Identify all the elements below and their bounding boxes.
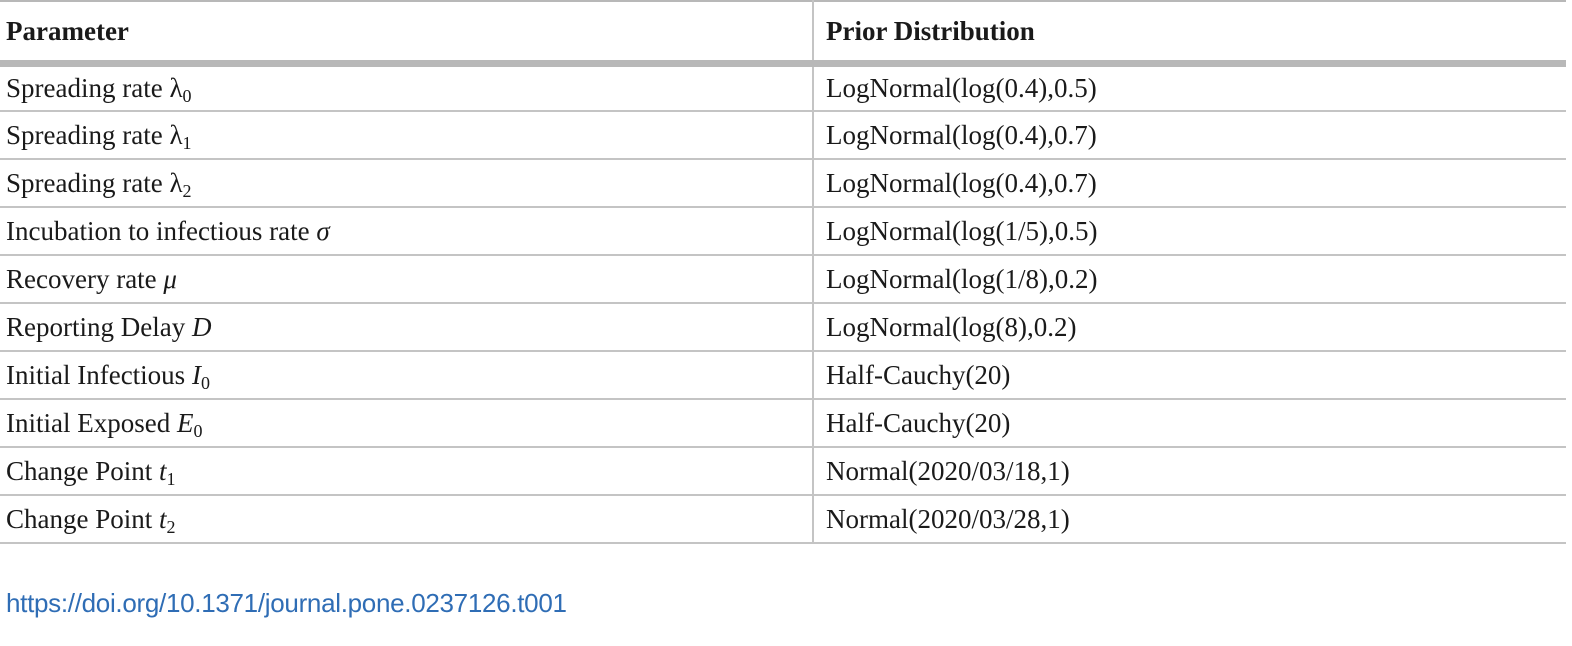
parameter-symbol: λ [169, 167, 183, 198]
parameter-cell: Initial Exposed E0 [0, 399, 813, 447]
table-row: Reporting Delay D LogNormal(log(8),0.2) [0, 303, 1566, 351]
parameter-symbol: I [191, 359, 201, 390]
header-prior-distribution: Prior Distribution [812, 1, 1566, 67]
table-row: Change Point t1 Normal(2020/03/18,1) [0, 447, 1566, 495]
parameter-subscript: 2 [182, 180, 192, 201]
parameter-subscript: 0 [182, 85, 192, 106]
parameter-label: Incubation to infectious rate [6, 215, 317, 246]
parameter-cell: Incubation to infectious rate σ [0, 207, 813, 255]
parameter-cell: Change Point t1 [0, 447, 813, 495]
table-row: Initial Infectious I0 Half-Cauchy(20) [0, 351, 1566, 399]
table-row: Initial Exposed E0 Half-Cauchy(20) [0, 399, 1566, 447]
prior-distribution-cell: Half-Cauchy(20) [812, 351, 1566, 399]
prior-distribution-cell: Normal(2020/03/18,1) [812, 447, 1566, 495]
table-row: Change Point t2 Normal(2020/03/28,1) [0, 495, 1566, 543]
parameter-subscript: 1 [182, 132, 192, 153]
parameter-label: Initial Exposed [6, 407, 177, 438]
prior-distribution-cell: LogNormal(log(8),0.2) [812, 303, 1566, 351]
parameter-symbol: μ [163, 263, 177, 294]
prior-distribution-cell: Half-Cauchy(20) [812, 399, 1566, 447]
parameter-subscript: 0 [200, 372, 210, 393]
parameter-symbol: E [176, 407, 194, 438]
parameter-cell: Recovery rate μ [0, 255, 813, 303]
parameter-symbol: λ [169, 119, 183, 150]
parameter-label: Spreading rate [6, 72, 170, 103]
table-body: Spreading rate λ0 LogNormal(log(0.4),0.5)… [0, 63, 1566, 543]
parameter-cell: Spreading rate λ2 [0, 159, 813, 207]
prior-distribution-cell: LogNormal(log(1/8),0.2) [812, 255, 1566, 303]
parameter-subscript: 0 [193, 420, 203, 441]
table-header-row: Parameter Prior Distribution [0, 1, 1566, 67]
parameter-label: Change Point [6, 455, 159, 486]
prior-distribution-table: Parameter Prior Distribution Spreading r… [0, 1, 1566, 543]
parameter-label: Spreading rate [6, 167, 170, 198]
prior-distribution-cell: Normal(2020/03/28,1) [812, 495, 1566, 543]
table-row: Incubation to infectious rate σ LogNormal… [0, 207, 1566, 255]
parameter-symbol: t [159, 503, 167, 534]
parameter-cell: Reporting Delay D [0, 303, 813, 351]
parameter-cell: Spreading rate λ1 [0, 111, 813, 159]
parameter-label: Spreading rate [6, 119, 170, 150]
parameter-cell: Spreading rate λ0 [0, 63, 813, 111]
parameter-symbol: t [159, 455, 167, 486]
prior-distribution-cell: LogNormal(log(0.4),0.7) [812, 159, 1566, 207]
parameter-symbol: σ [316, 215, 330, 246]
doi-link[interactable]: https://doi.org/10.1371/journal.pone.023… [6, 588, 567, 618]
parameter-label: Initial Infectious [6, 359, 192, 390]
parameter-label: Reporting Delay [6, 311, 192, 342]
prior-distribution-cell: LogNormal(log(1/5),0.5) [812, 207, 1566, 255]
parameter-label: Recovery rate [6, 263, 164, 294]
parameter-subscript: 2 [166, 516, 176, 537]
prior-distribution-table-container: Parameter Prior Distribution Spreading r… [0, 1, 1566, 543]
header-parameter: Parameter [0, 1, 813, 67]
parameter-symbol: λ [169, 72, 183, 103]
table-row: Spreading rate λ2 LogNormal(log(0.4),0.7) [0, 159, 1566, 207]
prior-distribution-cell: LogNormal(log(0.4),0.5) [812, 63, 1566, 111]
table-row: Spreading rate λ1 LogNormal(log(0.4),0.7) [0, 111, 1566, 159]
parameter-label: Change Point [6, 503, 159, 534]
table-row: Spreading rate λ0 LogNormal(log(0.4),0.5) [0, 63, 1566, 111]
parameter-subscript: 1 [166, 468, 176, 489]
table-row: Recovery rate μ LogNormal(log(1/8),0.2) [0, 255, 1566, 303]
parameter-cell: Initial Infectious I0 [0, 351, 813, 399]
prior-distribution-cell: LogNormal(log(0.4),0.7) [812, 111, 1566, 159]
parameter-symbol: D [191, 311, 212, 342]
parameter-cell: Change Point t2 [0, 495, 813, 543]
